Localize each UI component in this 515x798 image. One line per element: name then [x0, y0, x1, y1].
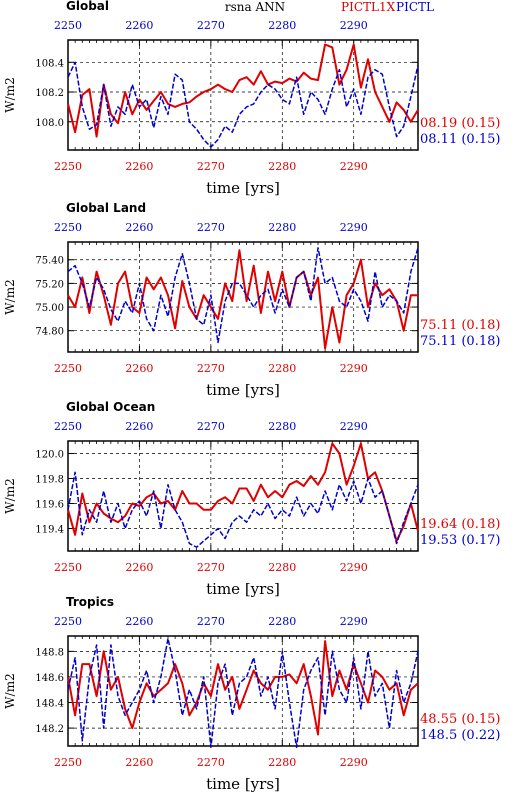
plot-frame	[67, 440, 419, 552]
y-axis-label: W/m2	[3, 77, 17, 112]
y-tick-label: 148.8	[35, 647, 64, 658]
panel-1: Global 2250 2250 2260 2260 2270 2270 2280 2280 22…	[3, 0, 500, 197]
x-tick-label-bottom: 2290	[340, 160, 368, 173]
x-tick-label-bottom: 2270	[197, 756, 225, 769]
x-tick-label-top: 2250	[54, 221, 82, 234]
y-tick-label: 74.80	[35, 327, 64, 338]
x-tick-label-top: 2290	[340, 615, 368, 628]
stat-label: 75.11 (0.18)	[420, 318, 500, 333]
x-tick-label-bottom: 2250	[54, 160, 82, 173]
y-tick-label: 119.8	[35, 475, 64, 486]
x-tick-label-top: 2250	[54, 420, 82, 433]
x-tick-label-top: 2290	[340, 221, 368, 234]
y-tick-label: 120.0	[35, 450, 64, 461]
x-tick-label-top: 2260	[125, 420, 153, 433]
y-tick-label: 108.0	[35, 118, 64, 129]
x-tick-label-top: 2290	[340, 19, 368, 32]
panel-4: Tropics 2250 2250 2260 2260 2270 2270 2280 2280 2…	[3, 595, 500, 793]
x-tick-label-bottom: 2290	[340, 561, 368, 574]
x-tick-label-top: 2250	[54, 615, 82, 628]
x-tick-label-top: 2270	[197, 19, 225, 32]
series-line-pictl	[67, 637, 419, 749]
x-tick-label-bottom: 2260	[125, 362, 153, 375]
series-line-pictl1x	[67, 640, 419, 736]
series-line-pictl1x	[67, 442, 419, 542]
x-tick-label-bottom: 2260	[125, 756, 153, 769]
panel-title: Global Ocean	[66, 400, 155, 414]
stat-label: 148.5 (0.22)	[420, 728, 500, 743]
panel-2: Global Land 2250 2250 2260 2260 2270 2270 2280 2…	[3, 201, 500, 399]
y-tick-label: 148.2	[35, 724, 64, 735]
stat-label: 08.11 (0.15)	[420, 132, 500, 147]
stat-label: 75.11 (0.18)	[420, 334, 500, 349]
x-tick-label-bottom: 2270	[197, 362, 225, 375]
x-axis-label: time [yrs]	[206, 381, 280, 399]
panels-group: Global 2250 2250 2260 2260 2270 2270 2280 2280 22…	[3, 0, 500, 793]
plot-frame	[67, 635, 419, 747]
x-tick-label-bottom: 2270	[197, 160, 225, 173]
x-tick-label-bottom: 2280	[268, 756, 296, 769]
stat-label: 19.64 (0.18)	[420, 517, 500, 532]
series-line-pictl	[67, 247, 419, 344]
y-tick-label: 75.20	[35, 279, 64, 290]
series-line-pictl1x	[67, 43, 419, 138]
y-tick-label: 119.4	[35, 525, 64, 536]
y-axis-label: W/m2	[3, 673, 17, 708]
panel-title: Tropics	[66, 595, 114, 609]
x-tick-label-bottom: 2250	[54, 362, 82, 375]
x-tick-label-top: 2270	[197, 420, 225, 433]
series-line-pictl	[67, 61, 419, 148]
x-tick-label-bottom: 2290	[340, 756, 368, 769]
x-tick-label-top: 2260	[125, 19, 153, 32]
x-tick-label-top: 2260	[125, 615, 153, 628]
x-tick-label-top: 2270	[197, 615, 225, 628]
y-tick-label: 75.40	[35, 256, 64, 267]
x-tick-label-top: 2280	[268, 19, 296, 32]
x-tick-label-bottom: 2260	[125, 561, 153, 574]
x-axis-label: time [yrs]	[206, 775, 280, 793]
y-tick-label: 148.4	[35, 699, 64, 710]
x-tick-label-bottom: 2280	[268, 561, 296, 574]
y-tick-label: 108.2	[35, 88, 64, 99]
stat-label: 48.55 (0.15)	[420, 712, 500, 727]
x-tick-label-top: 2280	[268, 221, 296, 234]
y-tick-label: 75.00	[35, 303, 64, 314]
x-tick-label-top: 2250	[54, 19, 82, 32]
x-tick-label-top: 2280	[268, 615, 296, 628]
series-line-pictl1x	[67, 249, 418, 350]
x-tick-label-bottom: 2280	[268, 362, 296, 375]
panel-title: Global	[66, 0, 109, 13]
header-center-title: rsna ANN	[225, 0, 285, 14]
x-tick-label-bottom: 2250	[54, 561, 82, 574]
x-tick-label-bottom: 2260	[125, 160, 153, 173]
x-tick-label-top: 2290	[340, 420, 368, 433]
panel-title: Global Land	[66, 201, 146, 215]
x-axis-label: time [yrs]	[206, 179, 280, 197]
stat-label: 19.53 (0.17)	[420, 533, 500, 548]
x-tick-label-top: 2260	[125, 221, 153, 234]
x-tick-label-bottom: 2270	[197, 561, 225, 574]
y-axis-label: W/m2	[3, 478, 17, 513]
plot-frame	[67, 39, 419, 151]
y-axis-label: W/m2	[3, 279, 17, 314]
stat-label: 08.19 (0.15)	[420, 116, 500, 131]
header-series1-label: PICTL1X	[341, 0, 396, 14]
x-tick-label-bottom: 2250	[54, 756, 82, 769]
x-tick-label-top: 2270	[197, 221, 225, 234]
y-tick-label: 119.6	[35, 500, 64, 511]
x-tick-label-top: 2280	[268, 420, 296, 433]
x-tick-label-bottom: 2280	[268, 160, 296, 173]
x-tick-label-bottom: 2290	[340, 362, 368, 375]
y-tick-label: 148.6	[35, 673, 64, 684]
panel-3: Global Ocean 2250 2250 2260 2260 2270 2270 2280…	[3, 400, 500, 598]
header-series2-label: PICTL	[396, 0, 434, 14]
y-tick-label: 108.4	[35, 58, 64, 69]
x-axis-label: time [yrs]	[206, 580, 280, 598]
series-line-pictl	[67, 471, 419, 548]
